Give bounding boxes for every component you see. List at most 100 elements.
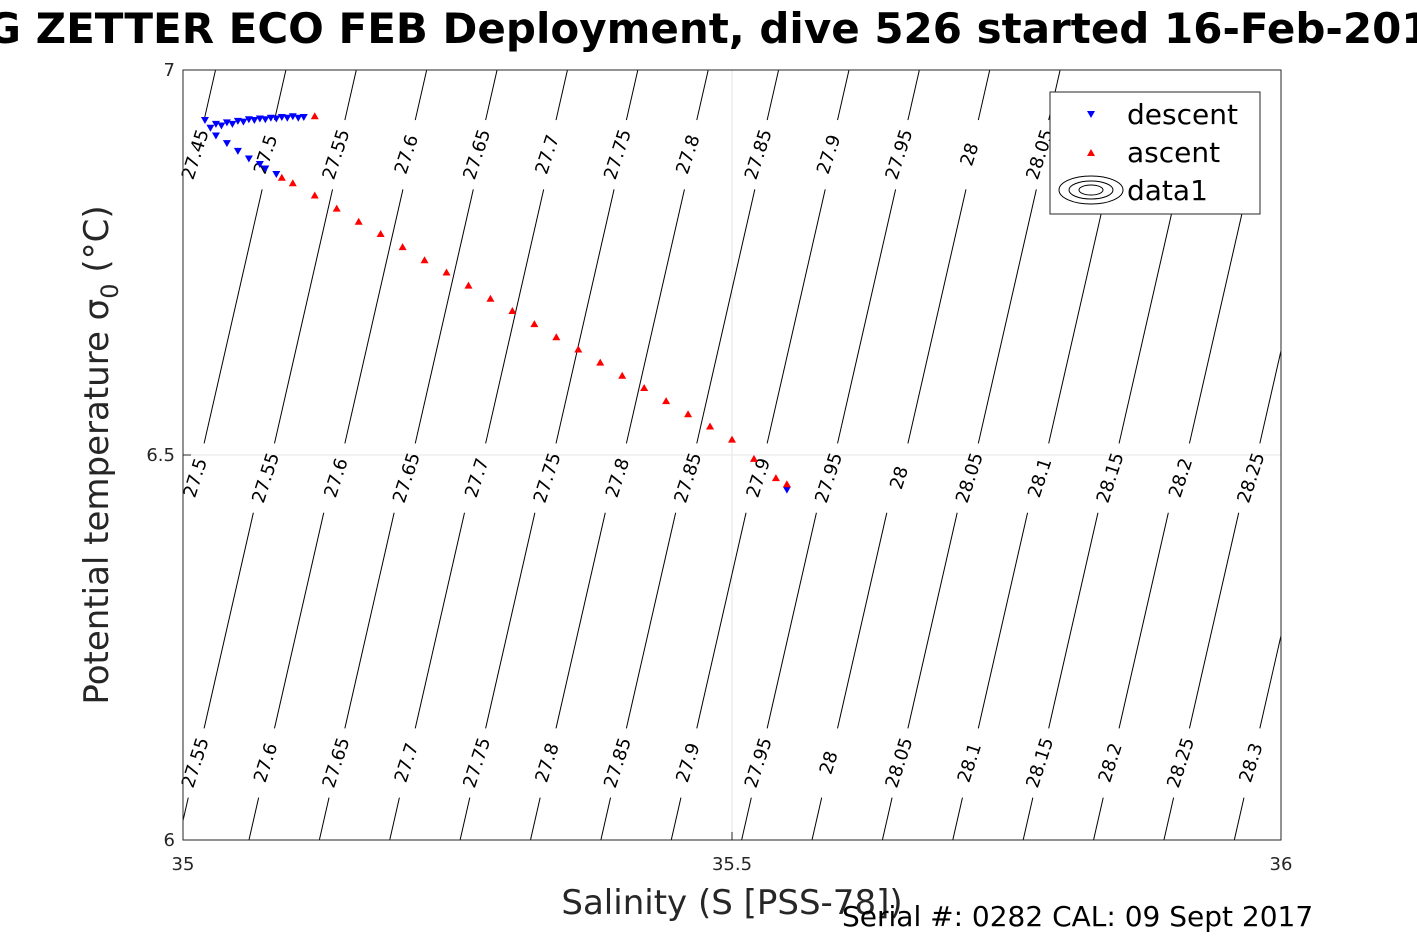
ascent-point (618, 371, 627, 379)
ascent-point (420, 256, 429, 264)
isopycnal-label: 27.8 (531, 741, 563, 786)
isopycnal-label: 28 (886, 464, 913, 492)
descent-point (261, 116, 270, 124)
isopycnal-line (977, 70, 991, 121)
isopycnal-line (766, 512, 817, 729)
isopycnal-label: 27.8 (672, 132, 704, 177)
descent-point (244, 116, 253, 124)
isopycnal-label: 27.7 (461, 456, 493, 501)
isopycnal-label: 27.55 (319, 127, 355, 182)
isopycnal-label: 27.7 (391, 741, 423, 786)
isopycnal-line (203, 189, 263, 444)
isopycnal-label: 28.05 (882, 735, 918, 790)
isopycnal-line (766, 189, 826, 444)
ascent-point (277, 173, 286, 181)
isopycnal-line (344, 189, 404, 444)
isopycnal-label: 28 (816, 749, 843, 777)
isopycnal-line (1188, 189, 1248, 444)
isopycnal-line (344, 70, 357, 121)
ascent-point (728, 435, 736, 443)
ascent-point (552, 333, 561, 341)
isopycnal-label: 27.65 (389, 450, 425, 505)
isopycnal-label: 27.55 (248, 450, 284, 505)
ascent-point (508, 307, 517, 315)
isopycnal-line (696, 512, 747, 729)
ascent-point (376, 230, 385, 238)
ascent-point (464, 281, 473, 289)
x-tick-label: 36 (1270, 854, 1293, 875)
isopycnal-label: 28.25 (1233, 450, 1269, 505)
isopycnal-line (881, 797, 893, 840)
ascent-point (310, 112, 319, 120)
isopycnal-line (952, 797, 963, 840)
isopycnal-line (696, 189, 756, 444)
isopycnal-line (1259, 348, 1281, 444)
isopycnal-line (485, 189, 545, 444)
descent-point (250, 117, 259, 125)
isopycnal-line (907, 512, 958, 729)
descent-point (211, 132, 220, 140)
isopycnal-line (273, 512, 325, 729)
y-tick-label: 6.5 (146, 445, 175, 466)
isopycnal-line (459, 797, 471, 840)
legend-data1-label: data1 (1127, 174, 1208, 207)
isopycnal-line (837, 189, 897, 444)
isopycnal-label: 27.9 (813, 132, 845, 177)
descent-point (272, 115, 281, 123)
isopycnal-line (414, 70, 428, 121)
ascent-point (486, 294, 495, 302)
ascent-point (771, 474, 780, 482)
isopycnal-line (1048, 189, 1108, 444)
y-tick-label: 7 (164, 60, 175, 81)
descent-point (233, 117, 242, 125)
isopycnal-line (1093, 797, 1104, 840)
isopycnal-line (977, 189, 1037, 444)
ascent-point (684, 410, 693, 418)
isopycnal-line (1259, 633, 1281, 729)
isopycnal-label: 28.05 (952, 450, 988, 505)
isopycnal-line (344, 512, 395, 729)
isopycnal-line (1048, 512, 1099, 729)
y-axis-label-subscript: 0 (96, 283, 124, 298)
y-axis-label-suffix: (°C) (77, 205, 117, 283)
ascent-point (354, 217, 363, 225)
isopycnal-line (696, 70, 709, 121)
isopycnal-label: 28.1 (1024, 456, 1056, 501)
isopycnal-label: 27.85 (600, 735, 636, 790)
isopycnal-line (555, 70, 568, 121)
isopycnal-line (555, 189, 615, 444)
axis-ticks: 35 35.5 36 6 6.5 7 (146, 60, 1292, 875)
isopycnal-line (555, 512, 606, 729)
isopycnal-line (273, 70, 287, 121)
isopycnal-label: 27.65 (459, 127, 495, 182)
y-axis-label-main: Potential temperature σ (77, 299, 117, 705)
legend-ascent-label: ascent (1127, 136, 1220, 169)
descent-point (294, 114, 303, 122)
isopycnal-label: 27.85 (670, 450, 706, 505)
descent-point (255, 160, 264, 168)
isopycnal-line (837, 70, 850, 121)
isopycnal-label: 28.3 (1235, 741, 1267, 786)
descent-point (217, 122, 226, 130)
isopycnal-line (907, 189, 967, 444)
isopycnal-label: 27.95 (811, 450, 847, 505)
ascent-point (706, 422, 715, 430)
isopycnal-line (625, 70, 639, 121)
descent-point (206, 124, 215, 132)
isopycnal-line (1022, 797, 1034, 840)
x-tick-label: 35.5 (712, 854, 752, 875)
descent-point (222, 140, 231, 148)
isopycnal-line (1233, 797, 1245, 840)
isopycnal-line (625, 189, 685, 444)
ascent-point (442, 268, 451, 276)
isopycnal-line (203, 70, 217, 121)
isopycnal-label: 28.25 (1163, 735, 1199, 790)
isopycnal-line (1118, 512, 1169, 729)
isopycnal-line (811, 797, 823, 840)
isopycnal-label: 28.15 (1093, 450, 1129, 505)
isopycnal-label: 27.65 (319, 735, 355, 790)
legend-ascent-marker (1087, 149, 1095, 156)
isopycnal-line (414, 512, 465, 729)
legend-descent-marker (1087, 111, 1095, 118)
